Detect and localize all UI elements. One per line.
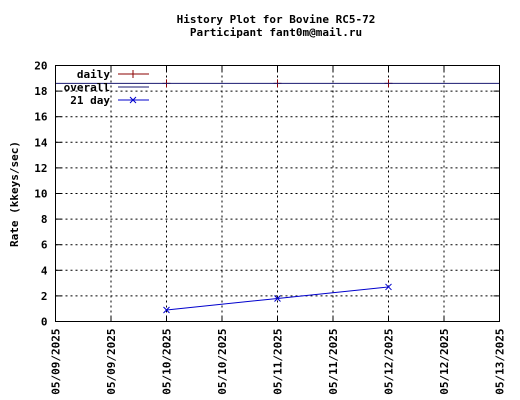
y-tick-label: 2	[41, 290, 48, 303]
x-tick-label: 05/09/2025	[105, 329, 118, 395]
y-tick-label: 18	[34, 85, 47, 98]
y-tick-label: 16	[34, 111, 48, 124]
chart-subtitle: Participant fant0m@mail.ru	[190, 26, 362, 39]
plot-frame	[55, 65, 500, 322]
x-tick-label: 05/11/2025	[272, 329, 285, 395]
21day-point	[385, 283, 392, 291]
y-tick-label: 8	[41, 213, 48, 226]
legend-label: overall	[64, 81, 110, 94]
x-tick-label: 05/13/2025	[494, 329, 507, 395]
x-tick-label: 05/12/2025	[383, 329, 396, 395]
y-tick-label: 10	[34, 188, 47, 201]
legend-label: 21 day	[70, 94, 110, 107]
y-tick-label: 4	[41, 264, 48, 277]
series-layer	[55, 79, 500, 314]
y-tick-label: 12	[34, 162, 47, 175]
axes: 0 2 4 6 8 10 12 14 16 18 20 05/09/2025 05/09/2025 05/…	[34, 60, 506, 395]
y-tick-label: 20	[34, 60, 47, 73]
grid	[55, 65, 500, 322]
x-tick-label: 05/09/2025	[50, 329, 63, 395]
x-tick-label: 05/10/2025	[161, 329, 174, 395]
y-axis-label: Rate (kkeys/sec)	[8, 141, 21, 247]
x-tick-label: 05/10/2025	[216, 329, 229, 395]
x-tick-label: 05/12/2025	[438, 329, 451, 395]
legend-marker-cross	[129, 96, 137, 104]
y-tick-label: 6	[41, 239, 48, 252]
legend-marker-plus	[129, 70, 137, 78]
y-tick-label: 0	[41, 316, 48, 329]
chart-title: History Plot for Bovine RC5-72	[177, 13, 376, 26]
21day-point	[163, 306, 170, 314]
x-tick-label: 05/11/2025	[327, 329, 340, 395]
legend-label: daily	[77, 68, 110, 81]
y-tick-label: 14	[34, 136, 48, 149]
21day-point	[274, 295, 281, 302]
